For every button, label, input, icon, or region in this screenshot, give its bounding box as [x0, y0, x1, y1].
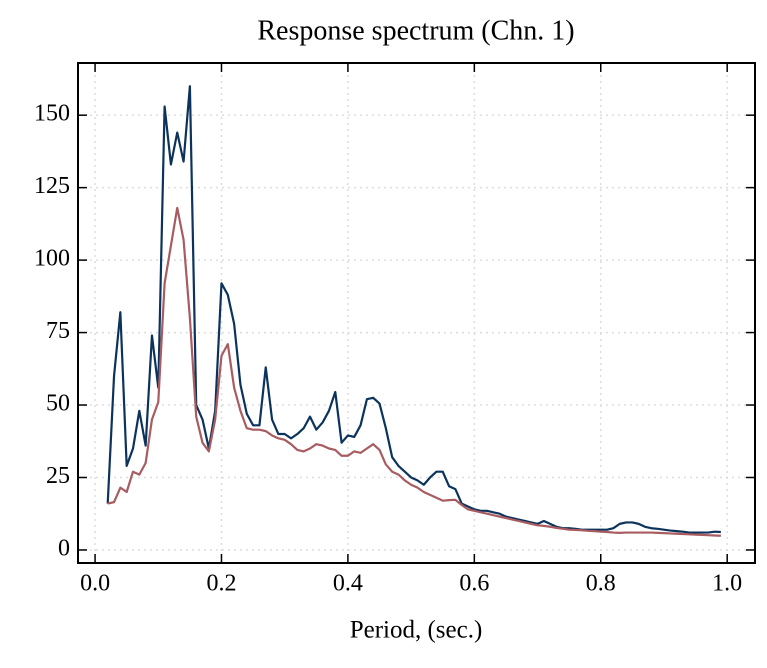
y-tick-label: 100	[34, 246, 70, 272]
x-tick-label: 0.0	[80, 571, 110, 597]
x-tick-label: 1.0	[712, 571, 742, 597]
y-tick-label: 50	[46, 391, 70, 417]
x-tick-label: 0.6	[459, 571, 489, 597]
x-axis-label: Period, (sec.)	[350, 617, 483, 644]
x-tick-label: 0.4	[333, 571, 363, 597]
x-tick-label: 0.2	[206, 571, 236, 597]
series-line	[107, 206, 721, 537]
x-tick-label: 0.8	[586, 571, 616, 597]
y-tick-label: 150	[34, 101, 70, 127]
y-tick-label: 25	[46, 463, 70, 489]
y-tick-label: 125	[34, 173, 70, 199]
plot-frame	[77, 62, 756, 564]
y-tick-label: 75	[46, 318, 70, 344]
series-line	[106, 85, 721, 534]
y-tick-label: 0	[58, 535, 70, 561]
chart-title: Response spectrum (Chn. 1)	[257, 15, 574, 46]
